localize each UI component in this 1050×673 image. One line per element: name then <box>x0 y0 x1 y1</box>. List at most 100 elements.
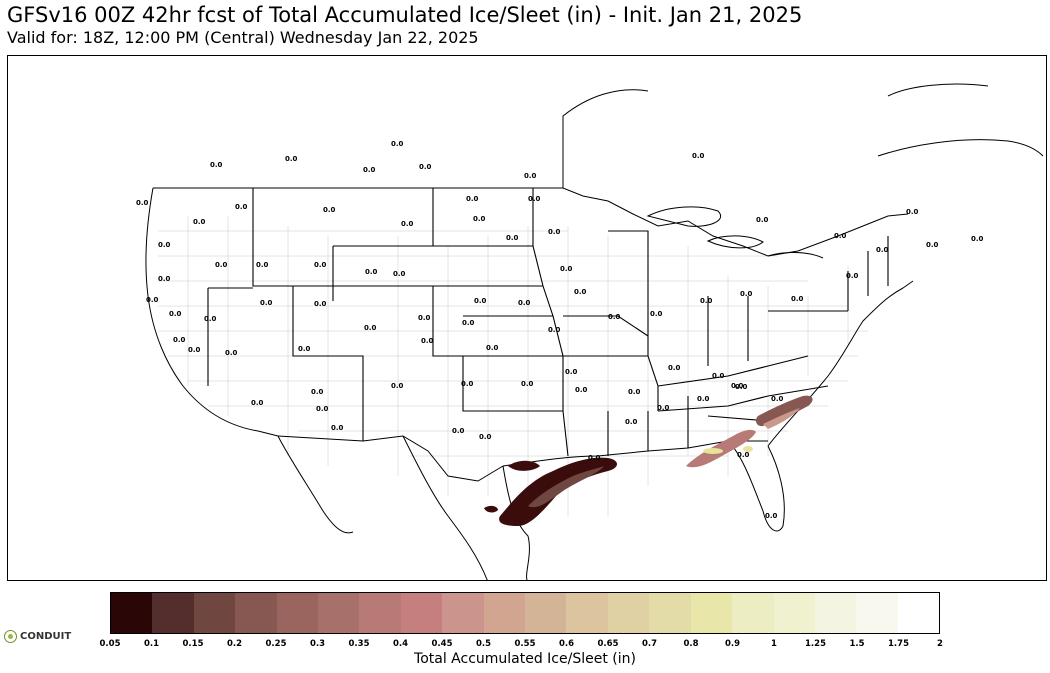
colorbar-swatch <box>276 593 319 633</box>
point-value: 0.0 <box>548 228 561 236</box>
colorbar-swatch <box>856 593 898 633</box>
state-boundaries <box>207 188 889 457</box>
colorbar-swatch <box>400 593 443 633</box>
colorbar-label: Total Accumulated Ice/Sleet (in) <box>414 651 636 667</box>
coastlines-and-borders <box>145 83 1044 580</box>
point-value: 0.0 <box>298 345 311 353</box>
colorbar-swatch <box>359 593 401 633</box>
point-value: 0.0 <box>466 195 479 203</box>
point-value: 0.0 <box>628 388 641 396</box>
point-value: 0.0 <box>421 337 434 345</box>
colorbar-swatch <box>483 593 526 633</box>
colorbar-tick-label: 0.45 <box>431 639 453 649</box>
point-value: 0.0 <box>926 241 939 249</box>
colorbar-swatch <box>235 593 277 633</box>
point-value: 0.0 <box>971 235 984 243</box>
point-value: 0.0 <box>697 395 710 403</box>
point-value: 0.0 <box>608 313 621 321</box>
point-value: 0.0 <box>331 424 344 432</box>
point-value: 0.0 <box>204 315 217 323</box>
point-value: 0.0 <box>260 299 273 307</box>
colorbar-swatch <box>566 593 608 633</box>
point-value: 0.0 <box>575 386 588 394</box>
colorbar-tick-label: 1.75 <box>888 639 909 649</box>
point-value: 0.0 <box>364 324 377 332</box>
point-value: 0.0 <box>256 261 269 269</box>
ice-highlight-georgia <box>703 448 723 454</box>
ice-band-texas-louisiana-inner <box>528 466 604 508</box>
point-value: 0.0 <box>136 199 149 207</box>
point-value: 0.0 <box>173 336 186 344</box>
map-title: GFSv16 00Z 42hr fcst of Total Accumulate… <box>7 3 803 27</box>
point-value: 0.0 <box>735 383 748 391</box>
point-value: 0.0 <box>363 166 376 174</box>
point-value: 0.0 <box>765 512 778 520</box>
point-value: 0.0 <box>169 310 182 318</box>
point-value: 0.0 <box>528 195 541 203</box>
valid-time-subtitle: Valid for: 18Z, 12:00 PM (Central) Wedne… <box>7 28 479 47</box>
forecast-map: 0.0 0.0 0.0 0.0 0.0 0.0 0.0 0.0 0.0 0.0 … <box>7 55 1047 581</box>
colorbar-swatch <box>525 593 567 633</box>
point-value: 0.0 <box>393 270 406 278</box>
point-value: 0.0 <box>518 299 531 307</box>
point-value: 0.0 <box>876 246 889 254</box>
point-value: 0.0 <box>692 152 705 160</box>
point-value: 0.0 <box>906 208 919 216</box>
colorbar-tick-label: 0.25 <box>265 639 287 649</box>
point-value: 0.0 <box>146 296 159 304</box>
point-value: 0.0 <box>188 346 201 354</box>
colorbar-tick-label: 0.15 <box>182 639 204 649</box>
colorbar-swatch <box>442 593 484 633</box>
point-value: 0.0 <box>479 433 492 441</box>
point-value: 0.0 <box>210 161 223 169</box>
point-value-labels: 0.0 0.0 0.0 0.0 0.0 0.0 0.0 0.0 0.0 0.0 … <box>136 140 984 520</box>
colorbar-swatch <box>152 593 194 633</box>
point-value: 0.0 <box>314 300 327 308</box>
ice-highlight-florida <box>743 446 753 452</box>
ice-spot-louisiana <box>508 460 540 471</box>
ice-accumulation-shading <box>484 395 813 526</box>
point-value: 0.0 <box>486 344 499 352</box>
point-value: 0.0 <box>588 454 601 462</box>
point-value: 0.0 <box>316 405 329 413</box>
point-value: 0.0 <box>740 290 753 298</box>
colorbar-tick-label: 0.6 <box>558 639 575 649</box>
colorbar-swatch <box>814 593 857 633</box>
point-value: 0.0 <box>521 380 534 388</box>
colorbar-tick-label: 1 <box>771 639 777 649</box>
point-value: 0.0 <box>419 163 432 171</box>
colorbar-tick-label: 0.5 <box>475 639 492 649</box>
point-value: 0.0 <box>314 261 327 269</box>
colorbar-swatch <box>897 593 940 633</box>
colorbar-swatch <box>111 593 153 633</box>
colorbar-swatch <box>318 593 360 633</box>
colorbar-tick-label: 0.9 <box>724 639 741 649</box>
point-value: 0.0 <box>565 368 578 376</box>
colorbar-tick-label: 0.4 <box>392 639 409 649</box>
colorbar-tick-label: 0.05 <box>99 639 121 649</box>
point-value: 0.0 <box>791 295 804 303</box>
colorbar-ticks: 0.05 0.1 0.15 0.2 0.25 0.3 0.35 0.4 0.45 0.5 0.55 0… <box>100 639 943 651</box>
colorbar-swatch <box>732 593 774 633</box>
point-value: 0.0 <box>737 451 750 459</box>
conduit-logo-text: CONDUIT <box>20 631 72 642</box>
conduit-logo: CONDUIT <box>4 630 71 643</box>
colorbar-tick-label: 0.2 <box>226 639 243 649</box>
ice-spot-texas-coast <box>484 505 498 513</box>
point-value: 0.0 <box>657 404 670 412</box>
point-value: 0.0 <box>418 314 431 322</box>
point-value: 0.0 <box>506 234 519 242</box>
point-value: 0.0 <box>846 272 859 280</box>
point-value: 0.0 <box>771 395 784 403</box>
colorbar-tick-label: 0.8 <box>683 639 699 649</box>
point-value: 0.0 <box>323 206 336 214</box>
conduit-logo-icon <box>4 630 17 643</box>
point-value: 0.0 <box>225 349 238 357</box>
colorbar-swatch <box>690 593 733 633</box>
point-value: 0.0 <box>574 288 587 296</box>
point-value: 0.0 <box>700 297 713 305</box>
colorbar <box>110 592 940 634</box>
colorbar-swatch <box>773 593 815 633</box>
point-value: 0.0 <box>650 310 663 318</box>
point-value: 0.0 <box>756 216 769 224</box>
